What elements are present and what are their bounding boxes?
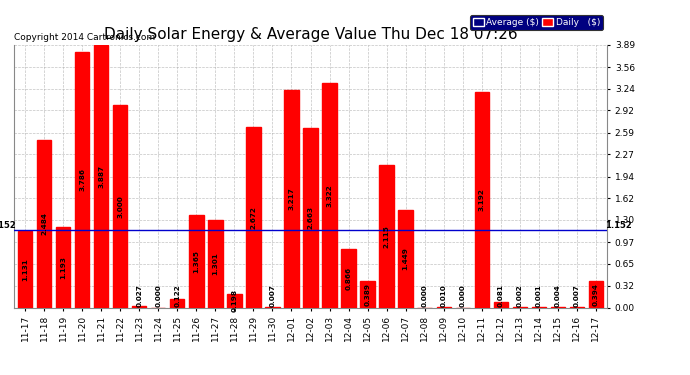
Text: 2.484: 2.484 xyxy=(41,212,47,235)
Text: 0.000: 0.000 xyxy=(422,284,428,307)
Legend: Average ($), Daily   ($): Average ($), Daily ($) xyxy=(470,15,602,30)
Bar xyxy=(342,249,355,308)
Text: 0.001: 0.001 xyxy=(535,284,542,307)
Text: 1.152: 1.152 xyxy=(0,221,16,230)
Text: 0.027: 0.027 xyxy=(137,284,142,307)
Text: 0.081: 0.081 xyxy=(497,284,504,307)
Title: Daily Solar Energy & Average Value Thu Dec 18 07:26: Daily Solar Energy & Average Value Thu D… xyxy=(104,27,518,42)
Bar xyxy=(246,127,261,308)
Bar xyxy=(322,83,337,308)
Text: 1.193: 1.193 xyxy=(60,256,66,279)
Text: Copyright 2014 Cartronics.com: Copyright 2014 Cartronics.com xyxy=(14,33,155,42)
Text: 0.198: 0.198 xyxy=(231,290,237,312)
Bar xyxy=(284,90,299,308)
Text: 3.322: 3.322 xyxy=(326,184,333,207)
Bar xyxy=(18,231,32,308)
Text: 2.672: 2.672 xyxy=(250,206,257,229)
Text: 0.002: 0.002 xyxy=(517,284,523,307)
Bar xyxy=(170,299,184,307)
Bar xyxy=(266,307,279,308)
Bar xyxy=(570,307,584,308)
Bar xyxy=(208,220,223,308)
Text: 1.449: 1.449 xyxy=(402,247,408,270)
Text: 0.004: 0.004 xyxy=(555,284,561,307)
Text: 0.000: 0.000 xyxy=(460,284,466,307)
Text: 1.301: 1.301 xyxy=(213,252,219,275)
Text: 0.007: 0.007 xyxy=(574,284,580,307)
Bar xyxy=(437,307,451,308)
Text: 3.887: 3.887 xyxy=(98,165,104,188)
Bar xyxy=(227,294,242,307)
Text: 1.152: 1.152 xyxy=(605,221,632,230)
Bar xyxy=(380,165,394,308)
Bar xyxy=(94,45,108,308)
Text: 0.010: 0.010 xyxy=(441,284,446,307)
Text: 0.007: 0.007 xyxy=(270,284,275,307)
Bar xyxy=(304,128,317,308)
Text: 0.389: 0.389 xyxy=(364,283,371,306)
Bar xyxy=(493,302,508,307)
Bar xyxy=(475,92,489,308)
Bar xyxy=(398,210,413,308)
Bar xyxy=(589,281,603,308)
Text: 3.000: 3.000 xyxy=(117,195,124,217)
Text: 0.122: 0.122 xyxy=(175,284,180,307)
Text: 0.394: 0.394 xyxy=(593,283,599,306)
Text: 1.131: 1.131 xyxy=(22,258,28,281)
Bar xyxy=(189,215,204,308)
Text: 1.365: 1.365 xyxy=(193,250,199,273)
Text: 3.217: 3.217 xyxy=(288,188,295,210)
Text: 2.115: 2.115 xyxy=(384,225,390,248)
Text: 0.866: 0.866 xyxy=(346,267,351,290)
Text: 3.786: 3.786 xyxy=(79,168,86,191)
Bar xyxy=(113,105,128,308)
Bar xyxy=(360,281,375,308)
Bar xyxy=(132,306,146,308)
Bar xyxy=(56,227,70,308)
Text: 0.000: 0.000 xyxy=(155,284,161,307)
Bar xyxy=(37,140,51,308)
Text: 2.663: 2.663 xyxy=(308,206,313,229)
Text: 3.192: 3.192 xyxy=(479,188,484,211)
Bar xyxy=(75,52,90,308)
